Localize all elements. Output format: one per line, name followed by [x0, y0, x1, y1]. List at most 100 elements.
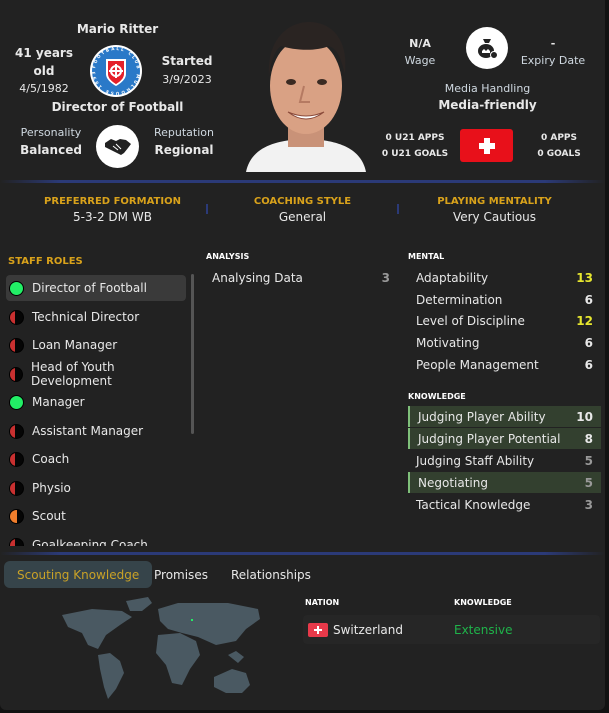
attribute-label: Judging Player Ability — [418, 409, 546, 424]
apps: 0 APPS — [540, 133, 578, 143]
media-handling-label: Media Handling — [444, 82, 531, 95]
money-bag-icon — [466, 27, 508, 69]
rating-dot-icon — [9, 366, 23, 382]
role-manager[interactable]: Manager — [6, 389, 186, 415]
staff-age: 41 years old — [15, 46, 73, 78]
role-label: Loan Manager — [32, 338, 118, 352]
playing-mentality-label: PLAYING MENTALITY — [437, 196, 552, 207]
rating-dot-icon — [9, 423, 24, 439]
staff-roles-title: STAFF ROLES — [8, 256, 83, 267]
role-label: Technical Director — [32, 310, 140, 324]
expiry-label: Expiry Date — [520, 54, 586, 67]
role-label: Physio — [32, 481, 71, 495]
attribute-value: 8 — [584, 431, 593, 446]
attribute-value: 12 — [576, 313, 593, 328]
role-label: Goalkeeping Coach — [32, 538, 148, 546]
rating-dot-icon — [9, 280, 24, 296]
knowledge-title: KNOWLEDGE — [408, 392, 466, 401]
attribute-value: 3 — [381, 270, 390, 285]
nation-column-header: NATION — [305, 598, 340, 607]
preferred-formation: PREFERRED FORMATION 5-3-2 DM WB — [30, 196, 195, 224]
handshake-icon — [96, 125, 139, 168]
scrollbar[interactable] — [191, 274, 194, 434]
attribute-value: 13 — [576, 270, 593, 285]
tab-relationships[interactable]: Relationships — [231, 567, 311, 582]
role-scout[interactable]: Scout — [6, 503, 186, 529]
rating-dot-icon — [9, 337, 24, 353]
attribute-negotiating: Negotiating 5 — [408, 472, 601, 493]
wage-value: N/A — [409, 37, 431, 50]
separator — [206, 204, 208, 214]
role-goalkeeping-coach[interactable]: Goalkeeping Coach — [6, 532, 186, 546]
attribute-value: 5 — [584, 475, 593, 490]
attribute-determination: Determination 6 — [408, 289, 601, 310]
staff-roles-list: Director of Football Technical Director … — [0, 272, 200, 546]
playing-mentality-value: Very Cautious — [452, 210, 537, 224]
rating-dot-icon — [9, 451, 24, 467]
coaching-style-label: COACHING STYLE — [253, 196, 352, 207]
attribute-level-of-discipline: Level of Discipline 12 — [408, 310, 601, 331]
rating-dot-icon — [9, 394, 24, 410]
switzerland-flag-icon[interactable] — [460, 129, 513, 162]
attribute-motivating: Motivating 6 — [408, 332, 601, 353]
attribute-judging-player-ability: Judging Player Ability 10 — [408, 406, 601, 427]
role-technical-director[interactable]: Technical Director — [6, 304, 186, 330]
role-head-of-youth-development[interactable]: Head of Youth Development — [6, 360, 186, 388]
role-label: Assistant Manager — [32, 424, 144, 438]
attribute-value: 10 — [576, 409, 593, 424]
role-physio[interactable]: Physio — [6, 475, 186, 501]
wage-label: Wage — [404, 54, 436, 67]
rating-dot-icon — [9, 480, 24, 496]
switzerland-flag-icon — [308, 622, 328, 637]
attribute-label: Motivating — [416, 335, 480, 350]
personality-value: Balanced — [20, 143, 82, 157]
personality-label: Personality — [20, 126, 82, 139]
nation-name: Switzerland — [333, 622, 403, 637]
tab-promises[interactable]: Promises — [154, 567, 208, 582]
reputation-label: Reputation — [154, 126, 214, 139]
attribute-analysing-data: Analysing Data 3 — [206, 267, 396, 288]
attribute-label: Analysing Data — [212, 270, 303, 285]
coaching-style: COACHING STYLE General — [220, 196, 385, 224]
attribute-label: Judging Staff Ability — [416, 453, 535, 468]
club-logo[interactable]: FOOTBALL CLUB MULHOUSE 1893 — [89, 44, 143, 98]
attribute-label: Level of Discipline — [416, 313, 525, 328]
attribute-judging-player-potential: Judging Player Potential 8 — [408, 428, 601, 449]
staff-photo — [236, 14, 374, 172]
attribute-value: 6 — [584, 335, 593, 350]
role-coach[interactable]: Coach — [6, 446, 186, 472]
u21-apps: 0 U21 APPS — [385, 133, 445, 143]
attribute-judging-staff-ability: Judging Staff Ability 5 — [408, 450, 601, 471]
attribute-label: Determination — [416, 292, 503, 307]
attribute-label: Judging Player Potential — [418, 431, 561, 446]
role-director-of-football[interactable]: Director of Football — [6, 275, 186, 301]
knowledge-column-header: KNOWLEDGE — [454, 598, 512, 607]
role-label: Coach — [32, 452, 70, 466]
goals: 0 GOALS — [537, 149, 581, 159]
rating-dot-icon — [9, 537, 24, 546]
role-label: Scout — [32, 509, 66, 523]
attribute-adaptability: Adaptability 13 — [408, 267, 601, 288]
role-loan-manager[interactable]: Loan Manager — [6, 332, 186, 358]
scouting-row[interactable]: Switzerland Extensive — [303, 615, 600, 644]
attribute-tactical-knowledge: Tactical Knowledge 3 — [408, 494, 601, 515]
reputation-value: Regional — [154, 143, 214, 157]
section-divider — [0, 552, 605, 555]
tab-scouting-knowledge[interactable]: Scouting Knowledge — [4, 561, 153, 588]
role-assistant-manager[interactable]: Assistant Manager — [6, 418, 186, 444]
playing-mentality: PLAYING MENTALITY Very Cautious — [412, 196, 577, 224]
analysis-title: ANALYSIS — [206, 252, 250, 261]
attribute-label: People Management — [416, 357, 539, 372]
media-handling-value: Media-friendly — [438, 98, 537, 112]
role-label: Manager — [32, 395, 85, 409]
preferred-formation-value: 5-3-2 DM WB — [73, 210, 152, 224]
world-map[interactable] — [40, 595, 270, 703]
separator — [397, 204, 399, 214]
attribute-label: Adaptability — [416, 270, 489, 285]
staff-name: Mario Ritter — [76, 22, 159, 36]
rating-dot-icon — [9, 309, 24, 325]
mental-title: MENTAL — [408, 252, 445, 261]
header-divider — [0, 180, 605, 183]
role-label: Director of Football — [32, 281, 147, 295]
